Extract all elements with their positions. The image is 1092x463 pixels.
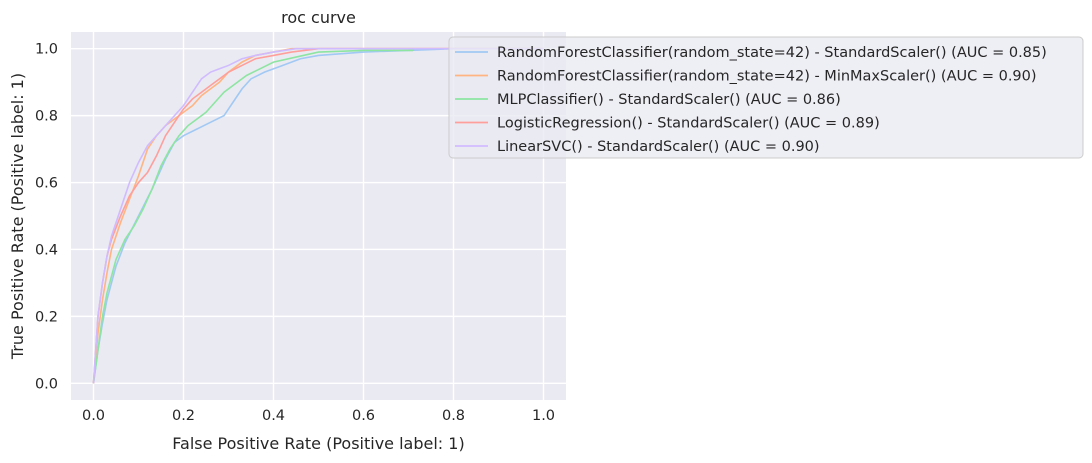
y-tick-label: 0.4 (35, 242, 58, 258)
legend-entry: RandomForestClassifier(random_state=42) … (497, 69, 1037, 85)
legend-entry: RandomForestClassifier(random_state=42) … (497, 45, 1047, 61)
legend-entry: LogisticRegression() - StandardScaler() … (497, 116, 880, 132)
legend-entry: MLPClassifier() - StandardScaler() (AUC … (497, 92, 841, 108)
x-tick-labels: 0.0 0.2 0.4 0.6 0.8 1.0 (82, 408, 555, 424)
x-tick-label: 0.0 (82, 408, 105, 424)
series-line-3 (92, 49, 413, 384)
y-tick-labels: 0.0 0.2 0.4 0.6 0.8 1.0 (35, 42, 58, 393)
x-tick-label: 0.8 (442, 408, 465, 424)
x-tick-label: 0.2 (172, 408, 195, 424)
x-tick-label: 0.4 (262, 408, 285, 424)
y-tick-label: 0.6 (35, 176, 58, 192)
x-axis-label: False Positive Rate (Positive label: 1) (172, 434, 464, 453)
legend-entry: LinearSVC() - StandardScaler() (AUC = 0.… (497, 139, 820, 155)
chart-title: roc curve (281, 8, 356, 27)
x-tick-label: 0.6 (352, 408, 375, 424)
legend-box (448, 36, 1084, 159)
y-tick-label: 0.2 (35, 309, 58, 325)
series-layer (92, 47, 544, 384)
y-tick-label: 1.0 (35, 42, 58, 58)
x-tick-label: 1.0 (532, 408, 555, 424)
y-tick-label: 0.0 (35, 376, 58, 392)
y-axis-label: True Positive Rate (Positive label: 1) (8, 73, 27, 360)
series-line-1 (92, 47, 544, 384)
series-line-4 (92, 47, 544, 384)
legend: RandomForestClassifier(random_state=42) … (448, 36, 1084, 159)
y-tick-label: 0.8 (35, 109, 58, 125)
series-line-5 (92, 47, 544, 384)
